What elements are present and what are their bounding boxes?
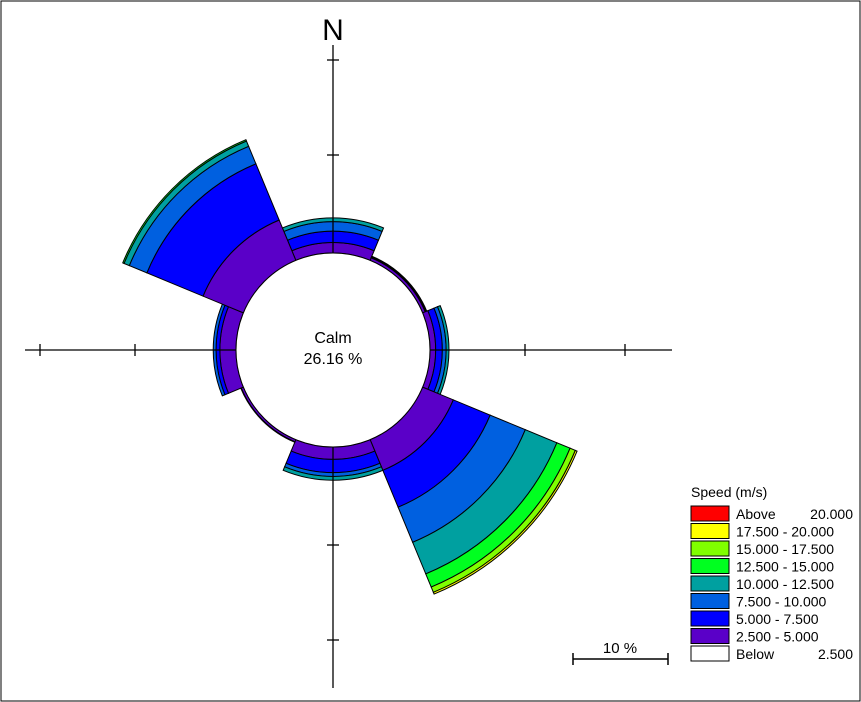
legend-label-5: 7.500 - 10.000 bbox=[736, 594, 827, 610]
legend-label-1: 17.500 - 20.000 bbox=[736, 524, 834, 540]
legend-label-4: 10.000 - 12.500 bbox=[736, 576, 834, 592]
legend-label-6: 5.000 - 7.500 bbox=[736, 611, 819, 627]
legend-title: Speed (m/s) bbox=[691, 484, 767, 500]
legend-swatch-7 bbox=[690, 628, 730, 644]
legend-label-7: 2.500 - 5.000 bbox=[736, 629, 819, 645]
legend-swatch-4 bbox=[690, 575, 730, 592]
legend-label-0: Above bbox=[736, 506, 776, 522]
scale-label: 10 % bbox=[603, 640, 637, 657]
legend-swatch-1 bbox=[690, 523, 730, 539]
north-label: N bbox=[322, 14, 344, 47]
legend-swatch-5 bbox=[690, 593, 730, 609]
legend-range-8: 2.500 bbox=[818, 646, 853, 662]
legend-swatch-3 bbox=[690, 558, 730, 574]
legend-swatch-2 bbox=[690, 540, 730, 557]
legend-label-8: Below bbox=[736, 646, 775, 662]
calm-value: 26.16 % bbox=[304, 351, 363, 368]
calm-label: Calm bbox=[314, 330, 351, 347]
sector-135-bin-6 bbox=[432, 449, 578, 595]
sector-0-bin-3 bbox=[281, 217, 385, 233]
legend-swatch-8 bbox=[690, 645, 730, 662]
legend-swatch-6 bbox=[690, 610, 730, 627]
scale-bar: 10 % bbox=[572, 640, 669, 665]
legend-label-3: 12.500 - 15.000 bbox=[736, 559, 834, 575]
sector-180-bin-3 bbox=[282, 466, 384, 481]
sector-315-bin-4 bbox=[122, 139, 248, 265]
legend-swatch-0 bbox=[690, 505, 730, 522]
legend-range-0: 20.000 bbox=[810, 506, 853, 522]
wind-sectors bbox=[122, 139, 578, 595]
calm-circle bbox=[235, 252, 431, 448]
legend: Speed (m/s) Above 20.000 17.500 - 20.00015… bbox=[690, 484, 853, 662]
legend-label-2: 15.000 - 17.500 bbox=[736, 541, 834, 557]
